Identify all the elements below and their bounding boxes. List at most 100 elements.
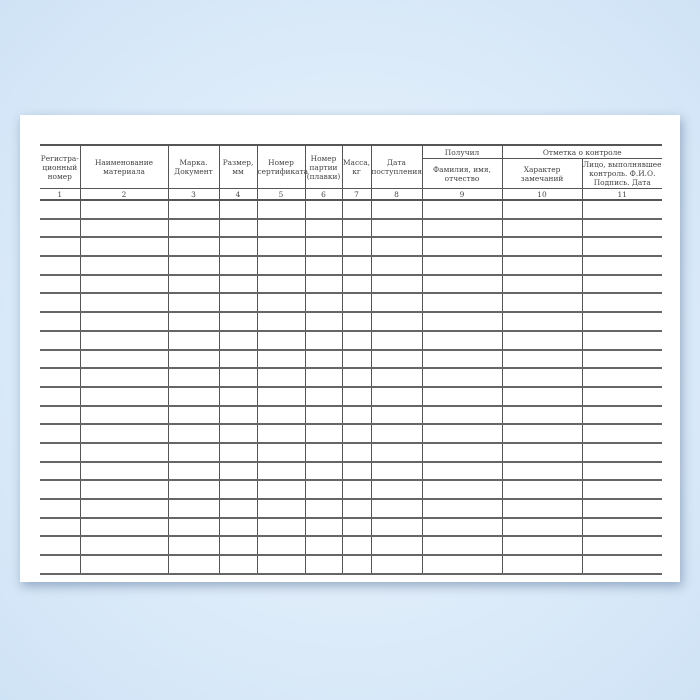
empty-cell — [341, 517, 372, 538]
column-number: 4 — [218, 188, 258, 201]
empty-cell — [167, 218, 220, 239]
empty-cell — [167, 405, 220, 426]
table-row — [40, 535, 662, 557]
empty-cell — [581, 517, 662, 538]
empty-cell — [167, 423, 220, 444]
empty-cell — [370, 479, 423, 500]
empty-cell — [218, 330, 258, 351]
empty-cell — [341, 218, 372, 239]
col-header-full-name: Фамилия, имя, отчество — [422, 158, 503, 189]
empty-cell — [167, 311, 220, 332]
empty-cell — [167, 236, 220, 258]
empty-cell — [501, 535, 583, 557]
empty-cell — [218, 461, 258, 482]
empty-cell — [79, 255, 169, 276]
empty-cell — [501, 386, 583, 407]
empty-cell — [581, 218, 662, 239]
table-row — [40, 330, 662, 351]
empty-cell — [167, 479, 220, 500]
empty-cell — [370, 517, 423, 538]
empty-cell — [218, 255, 258, 276]
empty-cell — [304, 330, 343, 351]
empty-cell — [501, 311, 583, 332]
empty-cell — [79, 479, 169, 500]
empty-cell — [501, 255, 583, 276]
col-header-reg-number: Регистра-ционный номер — [40, 144, 81, 189]
empty-cell — [341, 405, 372, 426]
empty-cell — [40, 386, 81, 407]
empty-cell — [79, 461, 169, 482]
empty-cell — [256, 274, 306, 295]
column-number: 7 — [341, 188, 372, 201]
empty-cell — [79, 349, 169, 370]
empty-cell — [421, 349, 503, 370]
table-row — [40, 554, 662, 575]
empty-cell — [341, 423, 372, 444]
empty-cell — [501, 423, 583, 444]
empty-cell — [40, 199, 81, 220]
empty-cell — [304, 461, 343, 482]
empty-cell — [304, 218, 343, 239]
empty-cell — [40, 461, 81, 482]
empty-cell — [40, 292, 81, 314]
empty-cell — [501, 367, 583, 388]
empty-cell — [40, 423, 81, 444]
empty-cell — [341, 349, 372, 370]
empty-cell — [304, 274, 343, 295]
empty-cell — [341, 311, 372, 332]
empty-cell — [370, 442, 423, 463]
empty-cell — [421, 535, 503, 557]
empty-cell — [581, 442, 662, 463]
empty-cell — [218, 236, 258, 258]
empty-cell — [79, 367, 169, 388]
empty-cell — [501, 236, 583, 258]
empty-cell — [421, 274, 503, 295]
column-number: 6 — [304, 188, 343, 201]
empty-cell — [370, 311, 423, 332]
empty-cell — [581, 461, 662, 482]
empty-cell — [40, 535, 81, 557]
group-header-control: Отметка о контроле — [501, 144, 662, 159]
empty-cell — [341, 236, 372, 258]
material-register-table: Регистра-ционный номер Наименование мате… — [40, 144, 662, 575]
empty-cell — [79, 292, 169, 314]
empty-cell — [218, 498, 258, 519]
empty-cell — [341, 535, 372, 557]
empty-cell — [40, 274, 81, 295]
empty-cell — [341, 479, 372, 500]
empty-cell — [341, 367, 372, 388]
table-row — [40, 255, 662, 276]
table-row — [40, 386, 662, 407]
empty-cell — [421, 311, 503, 332]
empty-cell — [79, 517, 169, 538]
column-number: 3 — [167, 188, 220, 201]
empty-cell — [304, 367, 343, 388]
empty-cell — [501, 199, 583, 220]
empty-cell — [370, 405, 423, 426]
empty-cell — [167, 349, 220, 370]
empty-cell — [218, 218, 258, 239]
empty-cell — [581, 535, 662, 557]
col-header-inspector: Лицо, выполнявшее контроль. Ф.И.О. Подпи… — [581, 158, 662, 189]
table-row — [40, 479, 662, 500]
empty-cell — [40, 442, 81, 463]
empty-cell — [256, 535, 306, 557]
empty-cell — [79, 274, 169, 295]
empty-cell — [581, 330, 662, 351]
empty-cell — [501, 461, 583, 482]
empty-cell — [167, 535, 220, 557]
empty-cell — [370, 554, 423, 575]
empty-cell — [218, 386, 258, 407]
empty-cell — [421, 405, 503, 426]
empty-cell — [370, 255, 423, 276]
empty-cell — [501, 330, 583, 351]
empty-cell — [304, 255, 343, 276]
empty-cell — [370, 461, 423, 482]
table-row — [40, 236, 662, 258]
column-number: 2 — [79, 188, 169, 201]
empty-cell — [370, 386, 423, 407]
empty-cell — [501, 479, 583, 500]
table-row — [40, 423, 662, 444]
empty-cell — [421, 461, 503, 482]
empty-cell — [581, 386, 662, 407]
